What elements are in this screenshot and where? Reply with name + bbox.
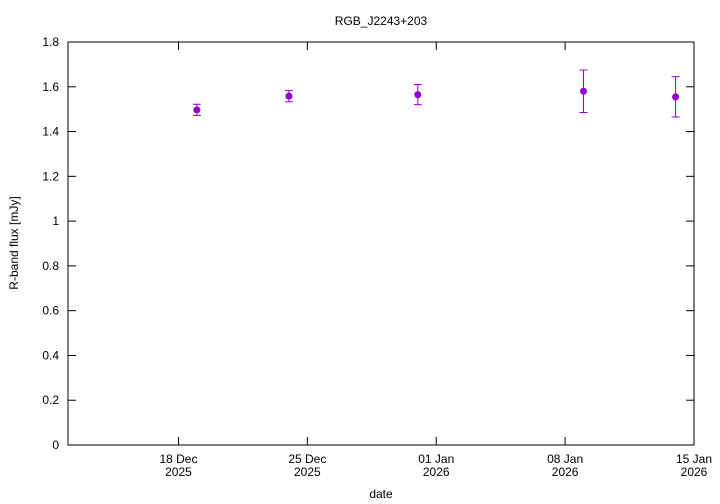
x-tick-label: 15 Jan 2026 [676,452,712,479]
chart-title: RGB_J2243+203 [335,14,428,28]
y-tick-label: 1.2 [42,169,59,183]
x-tick-label: 18 Dec 2025 [159,452,197,479]
y-tick-label: 0.4 [42,348,59,362]
y-tick-label: 1.8 [42,35,59,49]
y-tick-label: 0.8 [42,259,59,273]
point [580,87,588,95]
y-tick-label: 0.6 [42,304,59,318]
y-tick-label: 1 [52,214,59,228]
y-tick-label: 0.2 [42,393,59,407]
y-tick-label: 1.6 [42,80,59,94]
x-tick-label: 25 Dec 2025 [288,452,326,479]
y-axis-label: R-band flux [mJy] [7,196,21,289]
x-tick-label: 01 Jan 2026 [418,452,454,479]
y-tick-label: 0 [52,438,59,452]
plot-frame [67,41,695,446]
x-axis-label: date [369,487,393,501]
point [672,93,680,101]
point [285,92,293,100]
y-tick-label: 1.4 [42,125,59,139]
point [414,91,422,99]
x-tick-label: 08 Jan 2026 [547,452,583,479]
point [193,106,201,114]
